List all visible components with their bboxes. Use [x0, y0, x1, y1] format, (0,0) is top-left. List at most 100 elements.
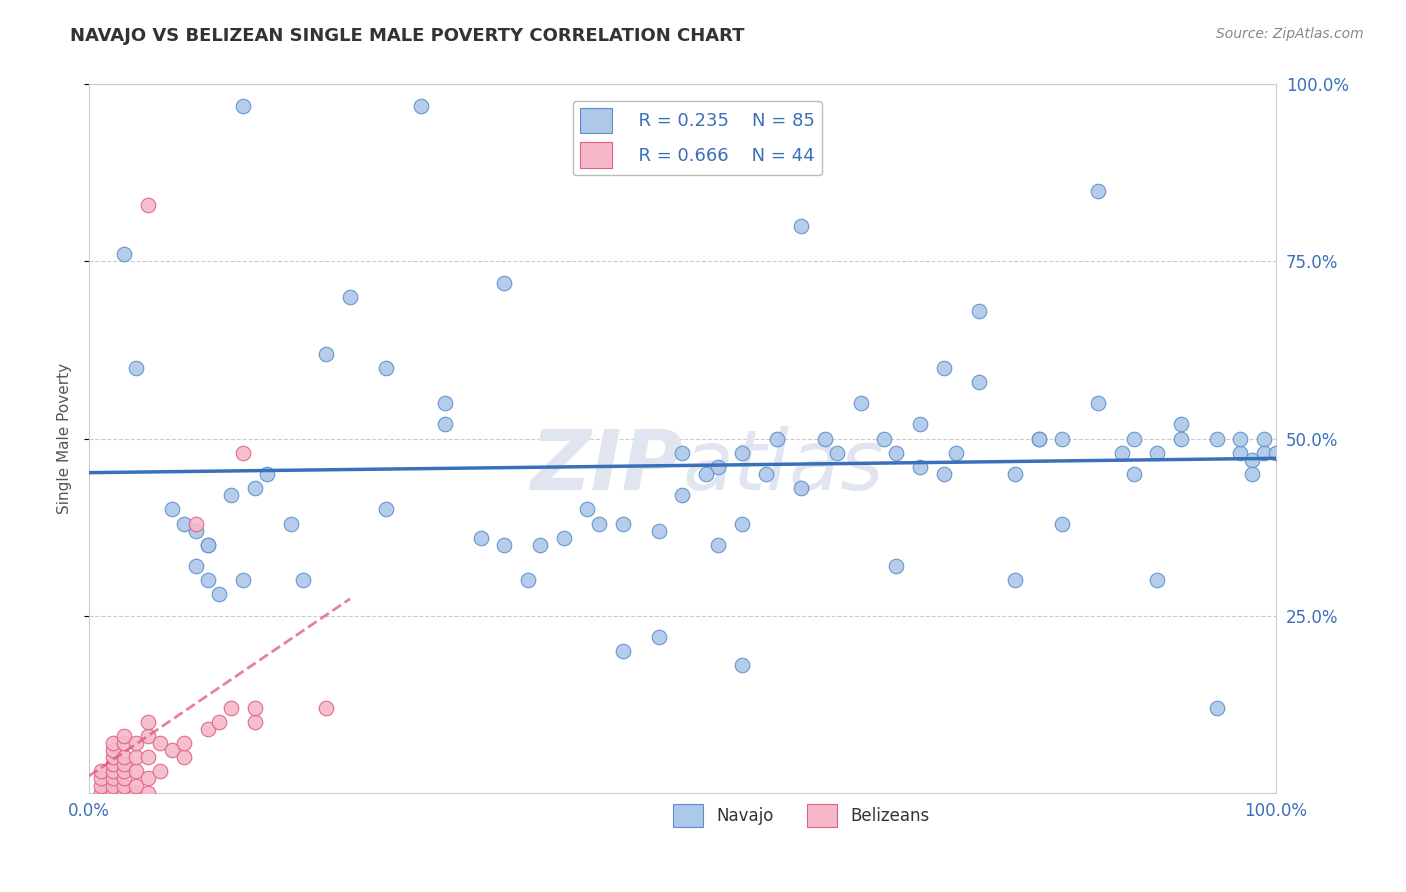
Point — [470, 531, 492, 545]
Point — [232, 573, 254, 587]
Point — [90, 764, 112, 779]
Point — [494, 276, 516, 290]
Point — [197, 722, 219, 736]
Point — [232, 446, 254, 460]
Point — [707, 459, 730, 474]
Point — [114, 729, 136, 743]
Point — [576, 502, 599, 516]
Point — [125, 779, 148, 793]
Point — [114, 772, 136, 786]
Point — [1170, 417, 1192, 432]
Point — [790, 481, 813, 495]
Point — [184, 559, 207, 574]
Point — [1241, 452, 1264, 467]
Point — [114, 779, 136, 793]
Point — [101, 750, 124, 764]
Point — [945, 446, 967, 460]
Point — [434, 396, 457, 410]
Point — [114, 764, 136, 779]
Point — [731, 516, 754, 531]
Point — [517, 573, 540, 587]
Point — [197, 538, 219, 552]
Y-axis label: Single Male Poverty: Single Male Poverty — [58, 363, 72, 514]
Point — [101, 779, 124, 793]
Point — [411, 98, 433, 112]
Point — [1122, 432, 1144, 446]
Point — [884, 446, 907, 460]
Point — [136, 198, 159, 212]
Point — [1052, 432, 1074, 446]
Point — [101, 786, 124, 800]
Point — [243, 481, 266, 495]
Point — [173, 516, 195, 531]
Point — [814, 432, 837, 446]
Point — [291, 573, 314, 587]
Point — [136, 750, 159, 764]
Point — [160, 502, 183, 516]
Point — [1004, 467, 1026, 481]
Point — [969, 375, 991, 389]
Point — [149, 736, 172, 750]
Point — [173, 736, 195, 750]
Point — [184, 516, 207, 531]
Point — [374, 360, 396, 375]
Point — [114, 247, 136, 261]
Point — [908, 459, 931, 474]
Point — [1205, 700, 1227, 714]
Point — [707, 538, 730, 552]
Point — [1265, 446, 1288, 460]
Point — [1146, 573, 1168, 587]
Point — [825, 446, 848, 460]
Point — [849, 396, 872, 410]
Point — [101, 757, 124, 772]
Legend: Navajo, Belizeans: Navajo, Belizeans — [666, 797, 936, 834]
Point — [221, 700, 243, 714]
Point — [197, 573, 219, 587]
Point — [612, 516, 634, 531]
Point — [1004, 573, 1026, 587]
Point — [101, 743, 124, 757]
Point — [529, 538, 551, 552]
Point — [114, 750, 136, 764]
Text: NAVAJO VS BELIZEAN SINGLE MALE POVERTY CORRELATION CHART: NAVAJO VS BELIZEAN SINGLE MALE POVERTY C… — [70, 27, 745, 45]
Point — [1111, 446, 1133, 460]
Text: Source: ZipAtlas.com: Source: ZipAtlas.com — [1216, 27, 1364, 41]
Point — [101, 736, 124, 750]
Point — [731, 446, 754, 460]
Point — [873, 432, 896, 446]
Point — [90, 772, 112, 786]
Point — [766, 432, 789, 446]
Point — [884, 559, 907, 574]
Point — [612, 644, 634, 658]
Point — [932, 360, 955, 375]
Point — [136, 772, 159, 786]
Point — [90, 779, 112, 793]
Point — [1253, 446, 1275, 460]
Point — [243, 700, 266, 714]
Point — [671, 446, 693, 460]
Point — [125, 750, 148, 764]
Point — [553, 531, 575, 545]
Point — [1170, 432, 1192, 446]
Point — [339, 290, 361, 304]
Point — [648, 630, 671, 644]
Point — [208, 587, 231, 601]
Point — [160, 743, 183, 757]
Point — [731, 658, 754, 673]
Point — [434, 417, 457, 432]
Point — [1205, 432, 1227, 446]
Point — [315, 700, 337, 714]
Point — [232, 98, 254, 112]
Point — [1253, 432, 1275, 446]
Point — [101, 764, 124, 779]
Point — [90, 786, 112, 800]
Text: ZIP: ZIP — [530, 426, 682, 508]
Text: atlas: atlas — [682, 426, 884, 508]
Point — [256, 467, 278, 481]
Point — [1122, 467, 1144, 481]
Point — [125, 736, 148, 750]
Point — [125, 360, 148, 375]
Point — [1052, 516, 1074, 531]
Point — [243, 714, 266, 729]
Point — [648, 524, 671, 538]
